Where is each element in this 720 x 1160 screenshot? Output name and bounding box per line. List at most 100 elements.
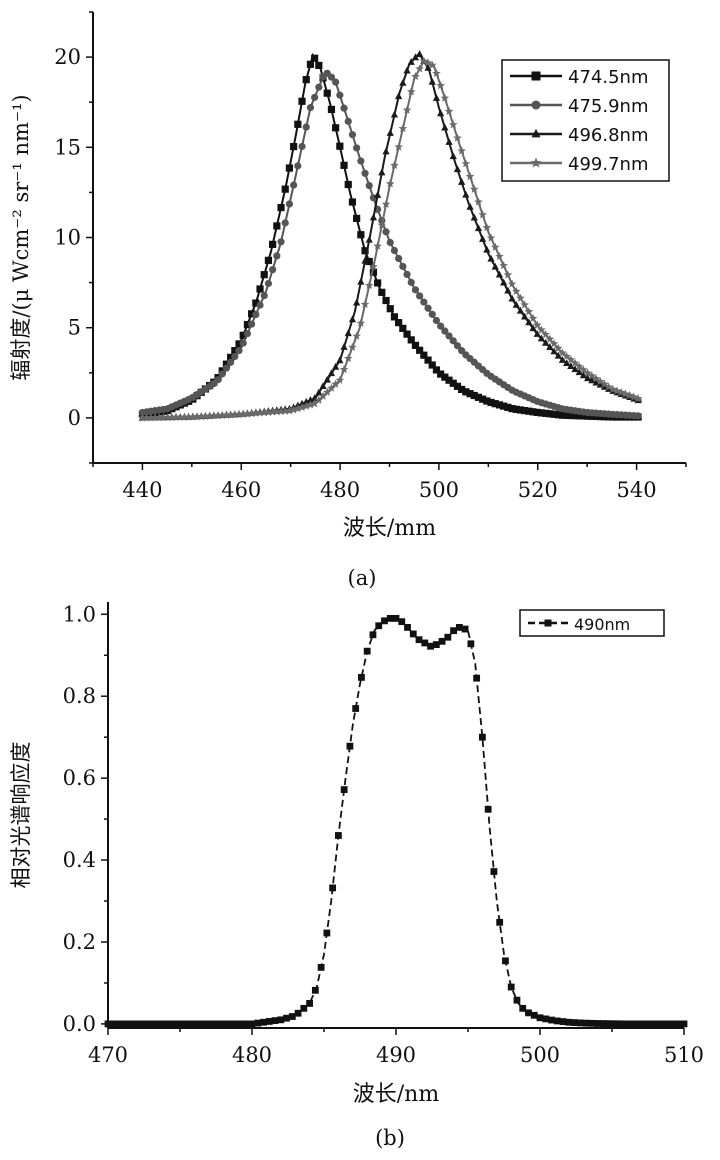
data-point	[625, 391, 634, 400]
data-point	[327, 105, 336, 114]
data-point	[336, 91, 344, 99]
data-point	[302, 397, 310, 405]
y-tick-label: 1.0	[63, 602, 96, 626]
data-point	[559, 1018, 567, 1026]
data-point	[173, 1020, 181, 1028]
data-point	[537, 325, 546, 334]
data-point	[225, 1020, 233, 1028]
x-axis-title: 波长/nm	[353, 1082, 440, 1107]
data-point	[407, 278, 415, 286]
data-point	[255, 408, 265, 417]
data-point	[273, 252, 281, 260]
y-tick-label: 5	[68, 316, 81, 340]
data-point	[449, 337, 457, 345]
data-point	[381, 617, 388, 625]
data-point	[336, 142, 344, 150]
panel-label-b: (b)	[375, 1126, 405, 1150]
data-point	[317, 963, 325, 971]
data-point	[386, 129, 394, 136]
data-point	[378, 168, 386, 176]
data-point	[503, 270, 513, 279]
legend-label: 499.7nm	[568, 154, 648, 175]
data-point	[315, 61, 323, 69]
data-point	[231, 347, 239, 355]
data-point	[455, 623, 463, 631]
y-tick-label: 0.4	[63, 848, 96, 872]
data-point	[311, 986, 319, 994]
data-point	[416, 346, 424, 354]
y-tick-label: 0.0	[63, 1012, 96, 1036]
data-point	[536, 1014, 544, 1022]
data-point	[528, 313, 538, 322]
data-point	[395, 319, 403, 327]
data-point	[394, 142, 403, 151]
data-point	[269, 266, 277, 274]
data-point	[546, 343, 554, 350]
data-point	[332, 78, 340, 86]
data-point	[392, 614, 400, 622]
data-point	[462, 388, 470, 396]
data-point	[398, 124, 408, 133]
data-point	[213, 411, 223, 420]
data-point	[344, 117, 352, 125]
data-point	[348, 198, 357, 206]
data-point	[222, 410, 231, 419]
data-point	[196, 411, 206, 421]
data-point	[663, 1020, 671, 1028]
data-point	[352, 331, 361, 340]
data-point	[504, 286, 512, 294]
data-point	[575, 412, 583, 420]
data-point	[323, 89, 331, 97]
data-point	[449, 152, 457, 160]
data-point	[629, 392, 639, 401]
data-point	[445, 376, 453, 384]
data-point	[512, 405, 520, 413]
data-point	[533, 330, 541, 337]
data-point	[566, 355, 576, 364]
data-point	[348, 315, 357, 323]
data-point	[322, 387, 332, 396]
data-point	[596, 380, 604, 388]
data-point	[457, 146, 466, 155]
data-point	[473, 674, 481, 682]
data-point	[363, 647, 371, 655]
data-point	[406, 87, 416, 96]
data-point	[374, 279, 382, 287]
data-point	[357, 231, 365, 239]
data-point	[306, 396, 315, 403]
data-point	[222, 364, 231, 372]
y-tick-label: 0.2	[63, 930, 96, 954]
data-point	[369, 268, 378, 276]
data-point	[495, 401, 504, 409]
data-point	[318, 391, 328, 400]
data-point	[591, 374, 601, 383]
data-point	[587, 371, 597, 380]
data-point	[290, 181, 298, 189]
x-tick-label: 480	[320, 478, 360, 502]
data-point	[352, 705, 360, 712]
y-axis-title: 相对光谱响应度	[9, 742, 33, 889]
data-point	[298, 97, 306, 105]
data-point	[264, 279, 273, 288]
x-tick-label: 470	[88, 1043, 128, 1067]
data-point	[423, 58, 433, 67]
data-point	[315, 83, 323, 91]
data-point	[344, 329, 352, 337]
data-point	[231, 352, 239, 361]
data-point	[340, 104, 348, 112]
data-point	[570, 358, 580, 367]
data-point	[502, 957, 509, 965]
data-point	[478, 210, 487, 219]
data-point	[344, 180, 352, 189]
data-point	[382, 296, 390, 305]
data-point	[251, 408, 261, 417]
data-point	[298, 142, 306, 151]
data-point	[127, 1020, 135, 1028]
legend-swatch-marker	[531, 100, 541, 110]
data-point	[432, 68, 441, 77]
series-499.7nm	[138, 56, 643, 422]
data-point	[353, 298, 361, 306]
data-point	[474, 197, 483, 206]
data-point	[360, 299, 370, 308]
data-point	[582, 1019, 590, 1027]
